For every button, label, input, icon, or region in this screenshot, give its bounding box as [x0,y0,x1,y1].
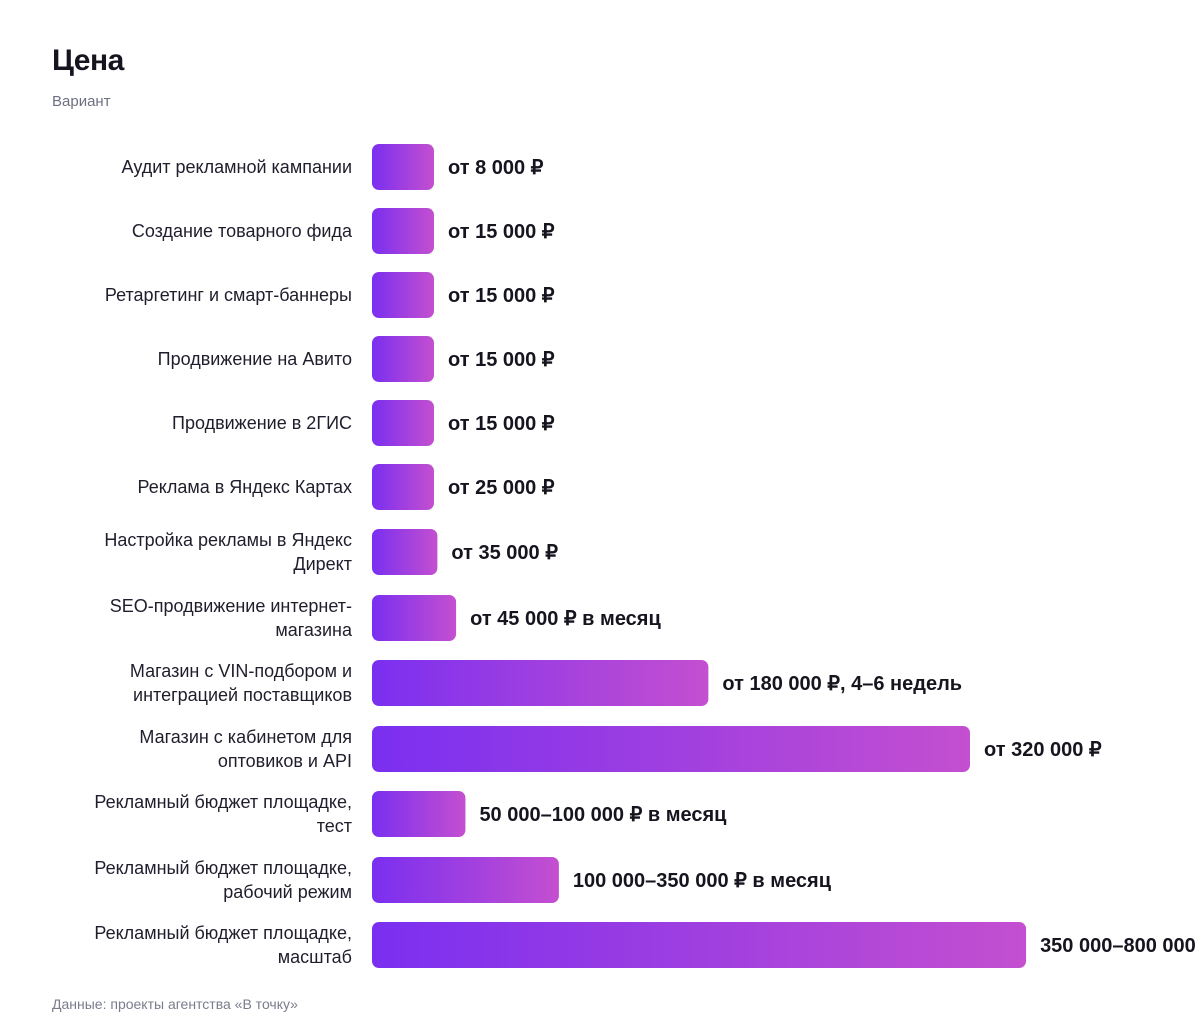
data-source-note: Данные: проекты агентства «В точку» [52,996,298,1012]
value-label: от 8 000 ₽ [448,157,544,179]
price-bar [372,464,434,510]
category-label: Создание товарного фида [132,221,353,241]
category-label: Рекламный бюджет площадке, масштаб [94,923,352,967]
price-bar [372,529,438,575]
category-label: Продвижение на Авито [158,349,352,369]
value-label: от 15 000 ₽ [448,413,555,435]
value-label: от 320 000 ₽ [984,739,1102,761]
price-bar [372,857,559,903]
value-label: 350 000–800 000 [1040,935,1196,957]
category-label: Реклама в Яндекс Картах [138,477,352,497]
price-bar [372,272,434,318]
category-label: Магазин с кабинетом для оптовиков и API [139,727,352,771]
price-bar [372,595,457,641]
price-bar [372,336,434,382]
price-bar [372,144,434,190]
price-bar [372,660,709,706]
price-bar [372,400,434,446]
value-label: 50 000–100 000 ₽ в месяц [479,804,727,826]
value-label: от 15 000 ₽ [448,349,555,371]
value-label: от 35 000 ₽ [451,542,558,564]
category-label: Рекламный бюджет площадке, рабочий режим [94,858,352,902]
value-label: от 180 000 ₽, 4–6 недель [722,673,962,695]
category-label: Настройка рекламы в Яндекс Директ [104,530,352,574]
category-label: Рекламный бюджет площадке, тест [94,792,352,836]
value-label: от 45 000 ₽ в месяц [470,608,661,630]
category-label: Аудит рекламной кампании [122,157,352,177]
category-label: Продвижение в 2ГИС [172,413,352,433]
category-label: Магазин с VIN-подбором и интеграцией пост… [130,661,352,705]
price-bar [372,922,1027,968]
chart-title: Цена [52,44,124,77]
price-bar [372,726,970,772]
value-label: от 15 000 ₽ [448,285,555,307]
category-label: SEO-продвижение интернет-магазина [110,596,353,640]
value-label: 100 000–350 000 ₽ в месяц [573,870,832,892]
price-bar [372,208,434,254]
value-label: от 15 000 ₽ [448,221,555,243]
price-bar [372,791,466,837]
category-label: Ретаргетинг и смарт-баннеры [105,285,352,305]
value-label: от 25 000 ₽ [448,477,555,499]
chart-subtitle: Вариант [52,93,111,110]
